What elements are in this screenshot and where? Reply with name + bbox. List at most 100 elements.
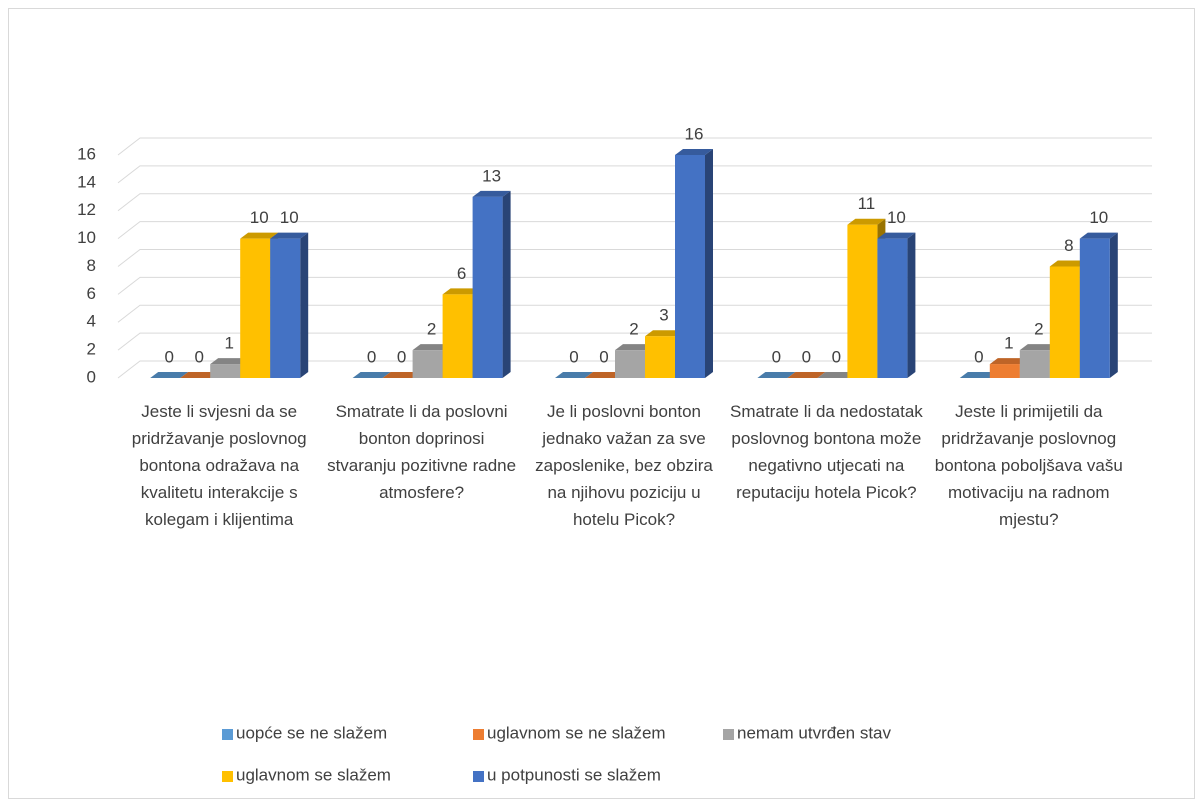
data-label: 0 bbox=[164, 347, 173, 366]
y-tick-label: 12 bbox=[77, 200, 96, 219]
x-tick-label: Jeste li svjesni da se pridržavanje posl… bbox=[131, 402, 307, 529]
bar-face bbox=[180, 372, 219, 378]
data-label: 3 bbox=[659, 306, 668, 325]
bar bbox=[472, 190, 511, 378]
x-tick-label: Smatrate li da nedostatak poslovnog bont… bbox=[730, 402, 923, 502]
data-label: 0 bbox=[802, 347, 811, 366]
data-label: 1 bbox=[1004, 334, 1013, 353]
bar bbox=[1079, 232, 1118, 378]
grid-line bbox=[117, 332, 1152, 351]
bar-face bbox=[472, 196, 503, 378]
x-tick-label: Je li poslovni bonton jednako važan za s… bbox=[535, 402, 713, 529]
data-label: 0 bbox=[194, 347, 203, 366]
bar-face bbox=[1079, 238, 1110, 378]
grid-line bbox=[117, 360, 1152, 379]
bar-face bbox=[382, 372, 421, 378]
bar-face bbox=[300, 232, 309, 378]
bar-face bbox=[615, 344, 653, 351]
bar-face bbox=[352, 372, 391, 378]
bar-face bbox=[442, 294, 473, 378]
y-tick-label: 2 bbox=[87, 340, 96, 359]
bar bbox=[959, 372, 998, 378]
bar-face bbox=[787, 372, 826, 378]
bar-face bbox=[442, 288, 481, 295]
data-label: 0 bbox=[569, 347, 578, 366]
bar-face bbox=[615, 350, 645, 378]
bar-face bbox=[1049, 260, 1088, 267]
y-tick-label: 10 bbox=[77, 228, 96, 247]
data-label: 8 bbox=[1064, 236, 1073, 255]
bar-face bbox=[412, 350, 443, 378]
bar-face bbox=[817, 372, 856, 378]
bar-face bbox=[1079, 232, 1118, 239]
grid-line bbox=[117, 304, 1152, 323]
bar-face bbox=[645, 330, 683, 337]
grid-line bbox=[117, 193, 1152, 212]
data-label: 2 bbox=[1034, 320, 1043, 339]
legend-swatch bbox=[222, 729, 233, 740]
bar bbox=[180, 372, 219, 378]
x-tick-label: Jeste li primijetili da pridržavanje pos… bbox=[934, 402, 1123, 529]
data-label: 0 bbox=[367, 347, 376, 366]
y-tick-label: 6 bbox=[87, 284, 96, 303]
bar-face bbox=[989, 358, 1028, 365]
bar-face bbox=[989, 364, 1020, 378]
bar-face bbox=[847, 218, 886, 225]
bar-face bbox=[502, 190, 511, 378]
legend-label: uopće se ne slažem bbox=[236, 723, 387, 742]
data-label: 6 bbox=[457, 264, 466, 283]
bar-face bbox=[907, 232, 916, 378]
legend-swatch bbox=[222, 771, 233, 782]
bar-face bbox=[240, 238, 271, 378]
legend-swatch bbox=[473, 729, 484, 740]
data-label: 10 bbox=[1089, 208, 1108, 227]
bar-face bbox=[959, 372, 998, 378]
data-label: 0 bbox=[599, 347, 608, 366]
bar bbox=[352, 372, 391, 378]
bar-face bbox=[472, 190, 511, 197]
bar bbox=[877, 232, 916, 378]
legend-swatch bbox=[723, 729, 734, 740]
legend-label: nemam utvrđen stav bbox=[737, 723, 892, 742]
bar-face bbox=[847, 224, 878, 378]
y-tick-label: 4 bbox=[87, 312, 96, 331]
bar bbox=[787, 372, 826, 378]
bar bbox=[382, 372, 421, 378]
data-label: 10 bbox=[280, 208, 299, 227]
bar-face bbox=[412, 344, 451, 351]
bar-face bbox=[877, 238, 908, 378]
bar-face bbox=[705, 149, 713, 378]
data-label: 0 bbox=[397, 347, 406, 366]
bar-face bbox=[1019, 350, 1050, 378]
legend-label: uglavnom se slažem bbox=[236, 765, 391, 784]
data-label: 13 bbox=[482, 166, 501, 185]
bar-face bbox=[1019, 344, 1058, 351]
grid-line bbox=[117, 165, 1152, 184]
data-label: 0 bbox=[772, 347, 781, 366]
legend-swatch bbox=[473, 771, 484, 782]
bar-face bbox=[645, 336, 675, 378]
bar bbox=[1019, 344, 1058, 378]
bar-face bbox=[1109, 232, 1118, 378]
bar bbox=[270, 232, 309, 378]
chart-border bbox=[8, 8, 1195, 799]
data-label: 11 bbox=[858, 194, 876, 213]
x-tick-label: Smatrate li da poslovni bonton doprinosi… bbox=[327, 402, 517, 502]
data-label: 0 bbox=[832, 347, 841, 366]
data-label: 0 bbox=[974, 347, 983, 366]
data-label: 10 bbox=[250, 208, 269, 227]
bar bbox=[675, 149, 713, 378]
bar bbox=[555, 372, 593, 378]
bar bbox=[585, 372, 623, 378]
data-label: 2 bbox=[629, 320, 638, 339]
grid-line bbox=[117, 137, 1152, 156]
y-tick-label: 0 bbox=[87, 367, 96, 386]
bar-face bbox=[555, 372, 593, 378]
bar-face bbox=[877, 232, 916, 239]
y-tick-label: 16 bbox=[77, 144, 96, 163]
grid-line bbox=[117, 249, 1152, 267]
bar-face bbox=[585, 372, 623, 378]
bar-face bbox=[150, 372, 189, 378]
